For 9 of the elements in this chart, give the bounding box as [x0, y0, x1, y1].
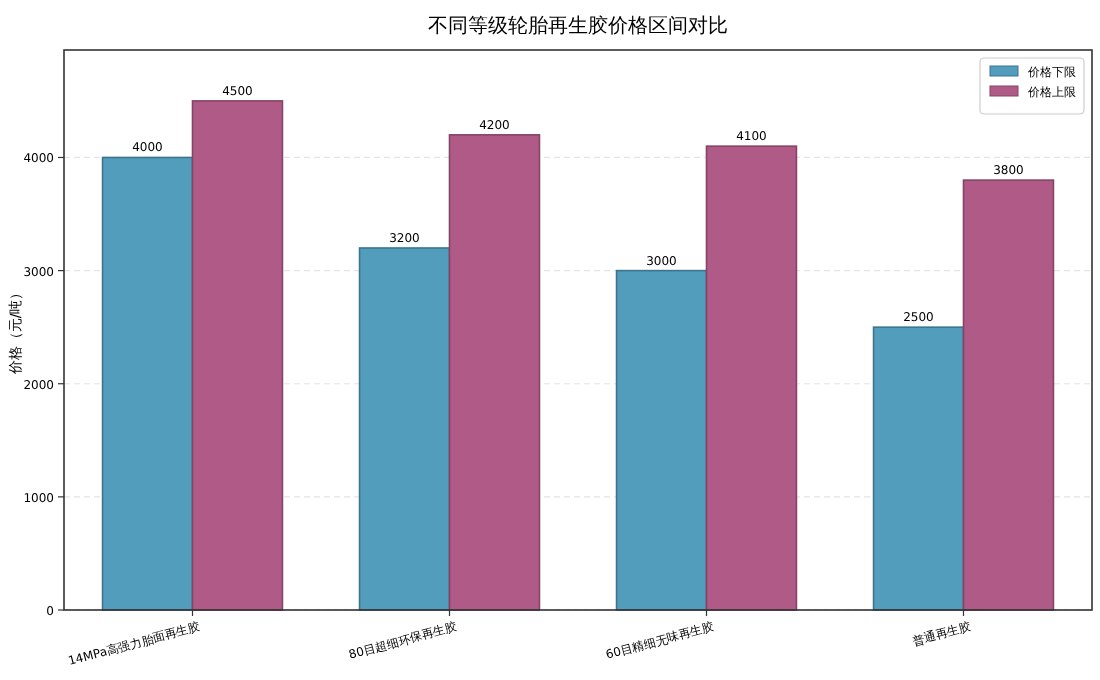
bar: [191, 100, 284, 611]
bar: [962, 179, 1055, 611]
bar: [448, 134, 541, 611]
bar: [358, 247, 451, 611]
chart-title: 不同等级轮胎再生胶价格区间对比: [428, 14, 728, 38]
bar: [872, 326, 965, 611]
bar: [615, 269, 708, 611]
bar: [705, 145, 798, 611]
bar: [101, 156, 194, 611]
